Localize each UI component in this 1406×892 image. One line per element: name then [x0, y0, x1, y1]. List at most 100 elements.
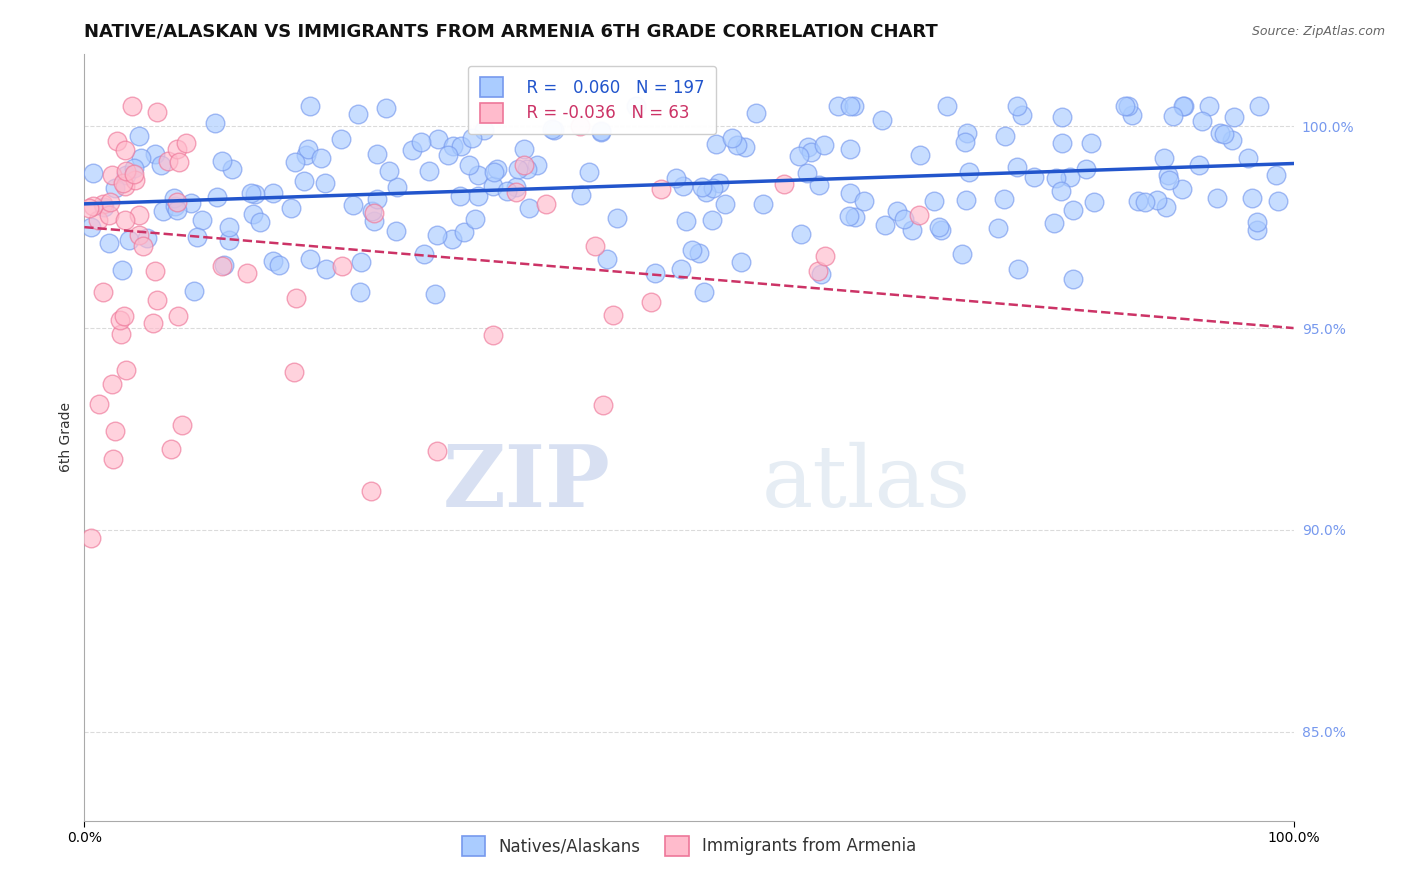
- Point: [150, 158, 173, 172]
- Point: [110, 312, 132, 326]
- Point: [98, 194, 121, 209]
- Point: [166, 202, 188, 217]
- Point: [721, 131, 744, 145]
- Point: [1005, 99, 1028, 113]
- Point: [482, 328, 505, 343]
- Point: [506, 161, 529, 176]
- Point: [702, 180, 724, 194]
- Point: [713, 197, 735, 211]
- Point: [505, 185, 527, 199]
- Point: [111, 263, 134, 277]
- Point: [474, 123, 496, 137]
- Point: [311, 152, 333, 166]
- Point: [955, 193, 977, 207]
- Point: [437, 147, 460, 161]
- Point: [1240, 191, 1263, 205]
- Point: [690, 180, 713, 194]
- Point: [706, 137, 728, 152]
- Point: [928, 220, 950, 235]
- Point: [385, 224, 408, 238]
- Point: [872, 112, 894, 127]
- Point: [425, 227, 447, 242]
- Point: [1022, 169, 1045, 184]
- Point: [298, 99, 321, 113]
- Point: [1126, 194, 1149, 209]
- Point: [1220, 133, 1243, 147]
- Point: [93, 200, 115, 214]
- Text: atlas: atlas: [762, 442, 970, 524]
- Point: [401, 143, 423, 157]
- Point: [280, 201, 302, 215]
- Point: [221, 161, 243, 176]
- Point: [236, 266, 259, 280]
- Point: [160, 442, 183, 456]
- Point: [1198, 99, 1220, 113]
- Point: [170, 417, 193, 432]
- Point: [152, 203, 174, 218]
- Point: [262, 186, 284, 201]
- Point: [495, 185, 517, 199]
- Point: [606, 211, 628, 225]
- Point: [315, 261, 337, 276]
- Point: [80, 219, 103, 234]
- Point: [243, 187, 266, 202]
- Text: NATIVE/ALASKAN VS IMMIGRANTS FROM ARMENIA 6TH GRADE CORRELATION CHART: NATIVE/ALASKAN VS IMMIGRANTS FROM ARMENI…: [84, 23, 938, 41]
- Point: [122, 161, 145, 176]
- Point: [363, 213, 385, 227]
- Point: [186, 230, 208, 244]
- Point: [744, 106, 766, 120]
- Point: [467, 168, 489, 182]
- Point: [114, 213, 136, 227]
- Point: [1171, 99, 1194, 113]
- Point: [1246, 215, 1268, 229]
- Point: [481, 178, 503, 193]
- Point: [908, 148, 931, 162]
- Point: [145, 293, 167, 308]
- Point: [207, 190, 229, 204]
- Point: [814, 249, 837, 263]
- Point: [360, 483, 382, 498]
- Point: [283, 366, 305, 380]
- Point: [838, 142, 860, 156]
- Point: [1059, 169, 1081, 184]
- Point: [183, 284, 205, 298]
- Point: [853, 194, 876, 208]
- Point: [342, 198, 364, 212]
- Point: [505, 180, 527, 194]
- Point: [269, 258, 291, 272]
- Point: [143, 264, 166, 278]
- Point: [1157, 168, 1180, 182]
- Point: [330, 259, 353, 273]
- Point: [516, 162, 538, 177]
- Point: [1213, 127, 1236, 141]
- Point: [797, 139, 820, 153]
- Point: [239, 186, 262, 200]
- Point: [176, 136, 198, 151]
- Point: [441, 139, 464, 153]
- Point: [953, 135, 976, 149]
- Point: [807, 263, 830, 277]
- Point: [464, 212, 486, 227]
- Point: [640, 295, 662, 310]
- Point: [1045, 171, 1067, 186]
- Point: [114, 178, 136, 193]
- Point: [1049, 184, 1071, 198]
- Point: [112, 309, 135, 323]
- Point: [423, 287, 446, 301]
- Point: [450, 138, 472, 153]
- Point: [893, 211, 915, 226]
- Point: [935, 99, 957, 113]
- Point: [143, 147, 166, 161]
- Point: [993, 192, 1015, 206]
- Point: [204, 116, 226, 130]
- Point: [87, 213, 110, 227]
- Point: [461, 131, 484, 145]
- Point: [886, 203, 908, 218]
- Point: [378, 163, 401, 178]
- Point: [426, 444, 449, 458]
- Point: [543, 123, 565, 137]
- Point: [142, 316, 165, 330]
- Point: [131, 239, 153, 253]
- Point: [602, 308, 624, 322]
- Point: [1249, 99, 1271, 113]
